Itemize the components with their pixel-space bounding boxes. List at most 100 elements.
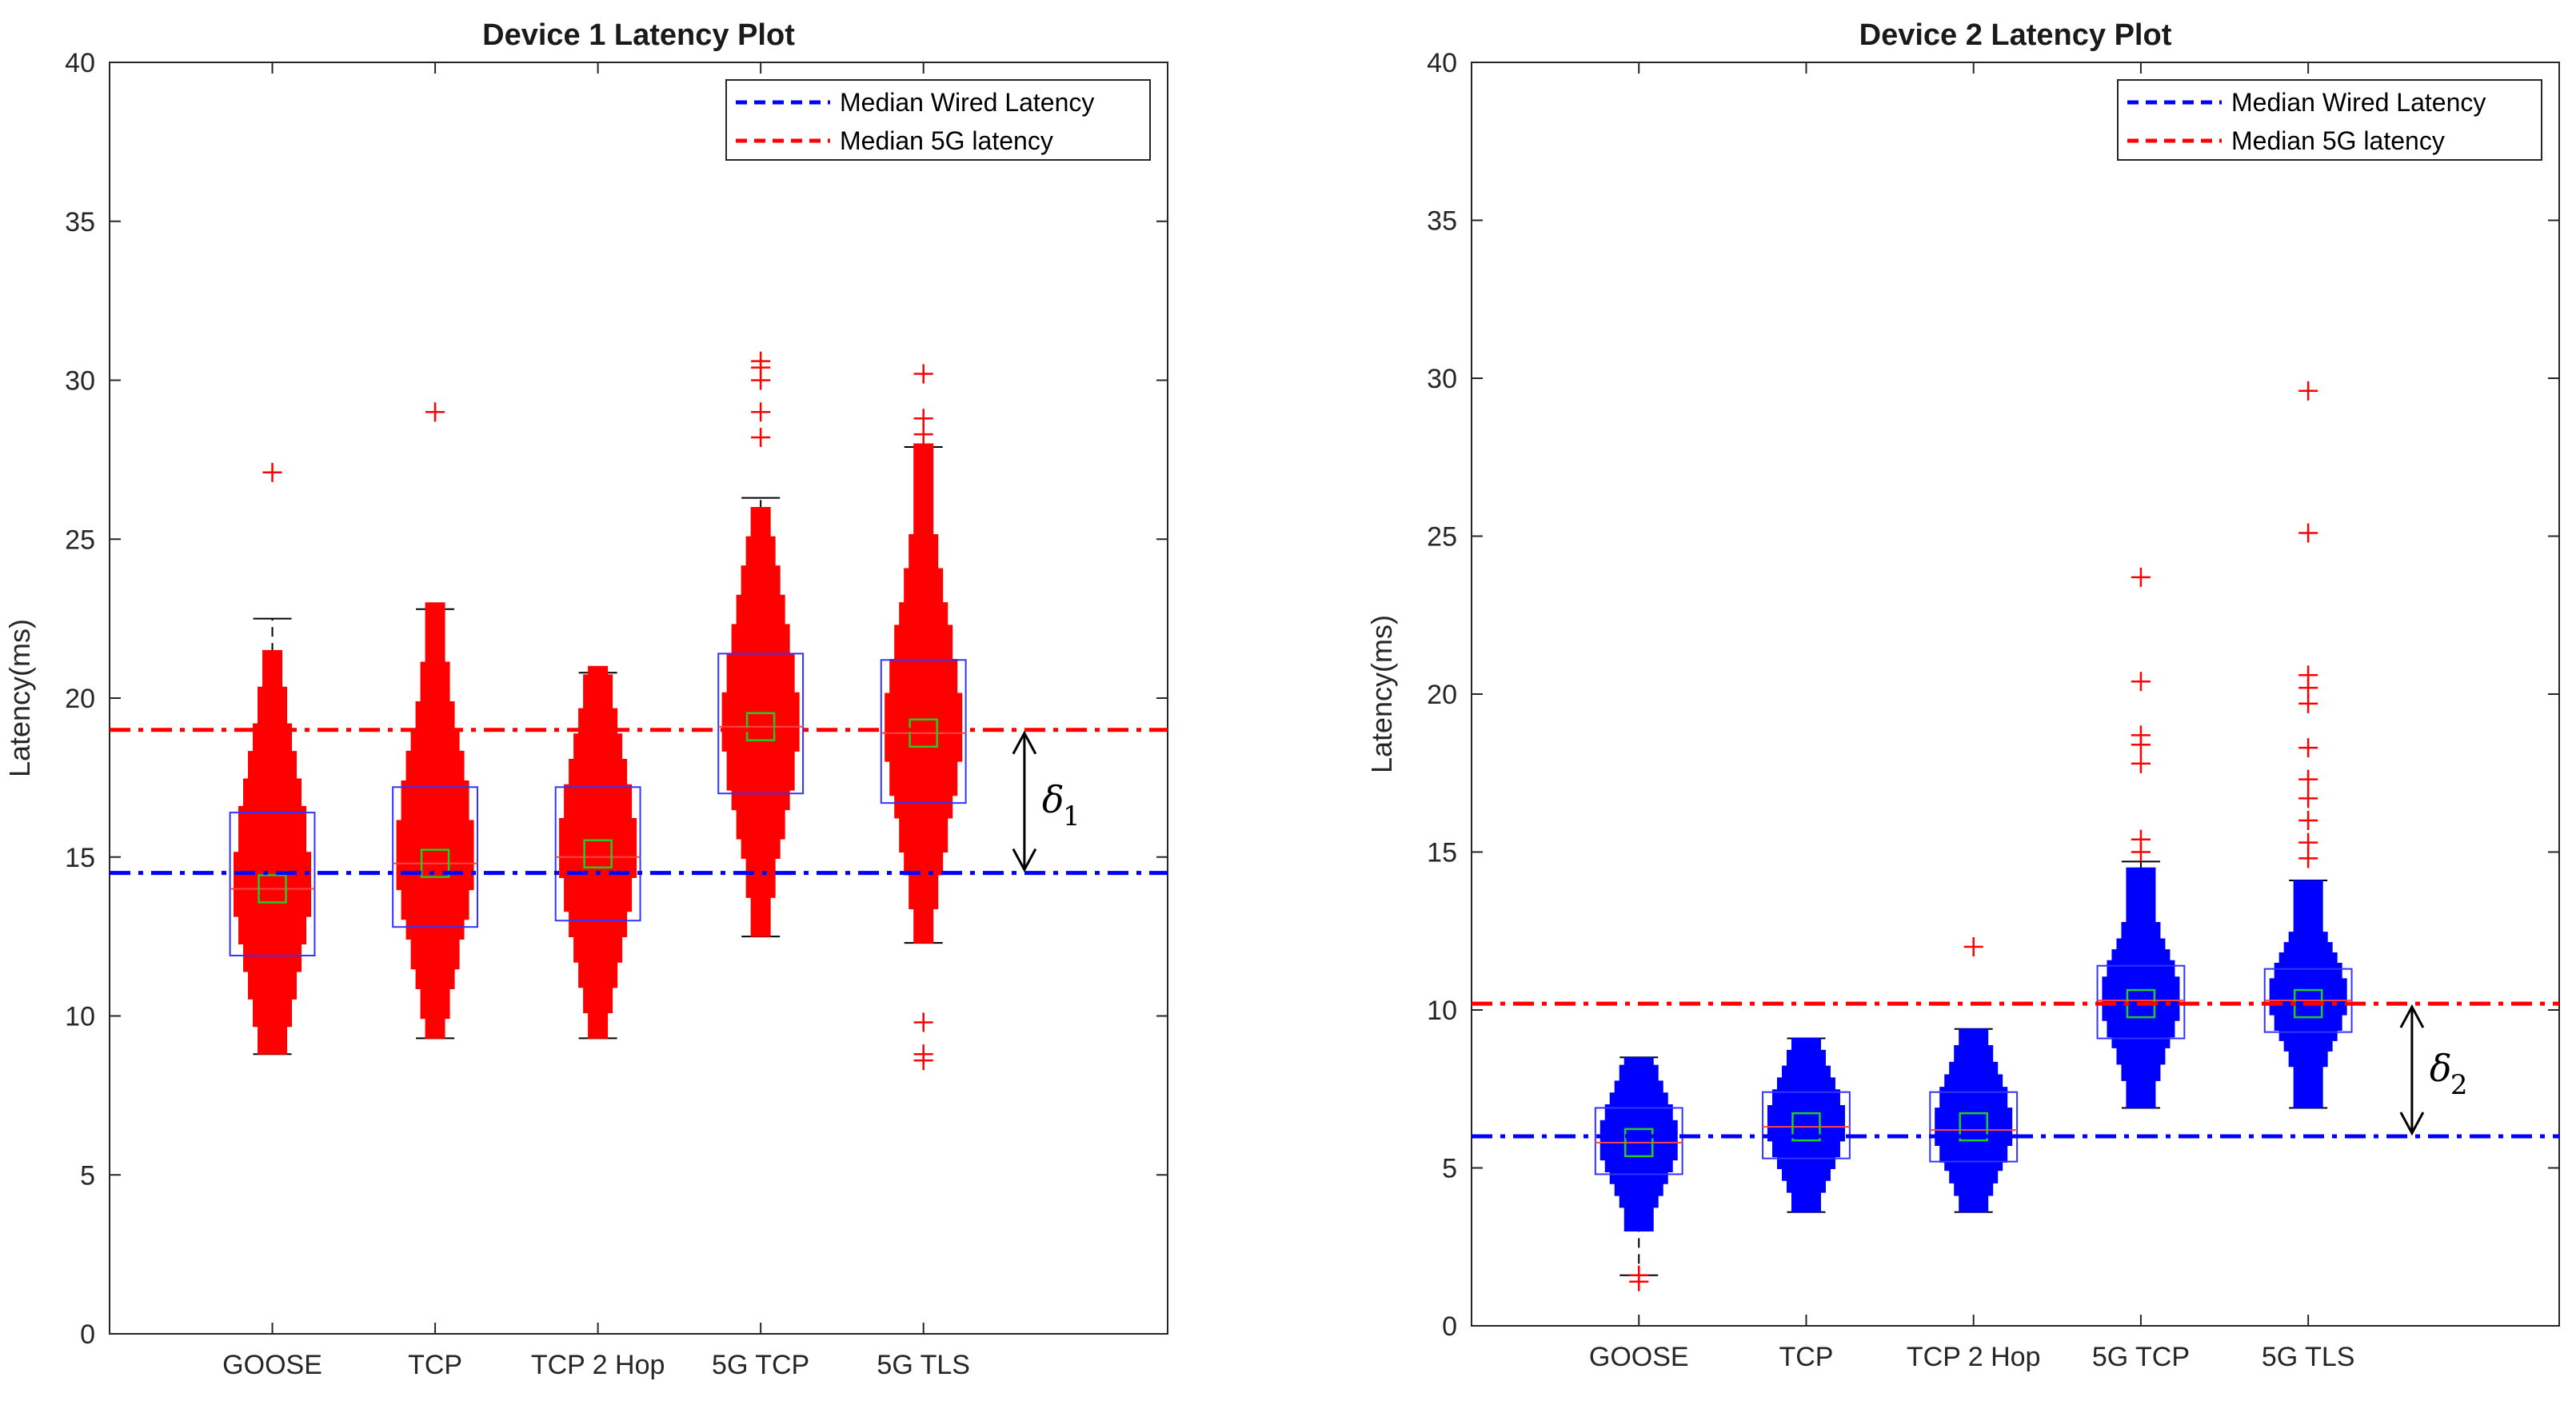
device-2-x-tick-label: 5G TCP xyxy=(2092,1342,2190,1372)
device-2-outlier xyxy=(2298,832,2318,852)
device-1-x-tick-label: 5G TCP xyxy=(712,1350,809,1380)
device-1-y-tick-label: 35 xyxy=(65,207,95,237)
device-1-distribution-1 xyxy=(234,649,312,1055)
device-1-outlier xyxy=(751,402,771,422)
device-1-y-tick-label: 25 xyxy=(65,525,95,555)
device-1-outlier xyxy=(751,351,771,371)
device-1-y-tick-label: 15 xyxy=(65,843,95,873)
device-1-x-tick-label: TCP 2 Hop xyxy=(531,1350,665,1380)
device-2-outlier xyxy=(2298,769,2318,789)
device-1-outlier xyxy=(913,364,933,384)
device-1-legend: Median Wired Latency Median 5G latency xyxy=(725,79,1151,161)
device-1-distribution-5 xyxy=(885,443,963,944)
device-1-outlier xyxy=(913,1044,933,1064)
device-1-outlier xyxy=(425,402,445,422)
device-2-outlier xyxy=(2131,725,2151,745)
device-1-delta-symbol: δ xyxy=(1042,778,1064,821)
device-1-outlier xyxy=(262,462,282,482)
device-1-latency-plot: Device 1 Latency Plot Latency(ms) 051015… xyxy=(3,18,1168,1380)
device-2-x-tick-label: 5G TLS xyxy=(2262,1342,2355,1372)
device-2-y-tick-label: 10 xyxy=(1427,996,1457,1026)
device-2-outlier xyxy=(1963,937,1983,956)
device-1-legend-box xyxy=(725,79,1151,161)
device-1-y-tick-label: 0 xyxy=(80,1319,95,1350)
device-2-x-tick-label: GOOSE xyxy=(1589,1342,1689,1372)
device-1-delta-arrow-head-down xyxy=(1012,848,1037,872)
device-2-delta-symbol: δ xyxy=(2430,1047,2452,1090)
device-1-box-2 xyxy=(392,786,478,928)
device-1-mean-marker-2 xyxy=(420,848,450,878)
device-2-y-tick-label: 5 xyxy=(1442,1154,1457,1184)
device-2-marks: 0 5 10 15 20 25 30 35 40 GOOSE TCP TCP 2 Hop 5G TCP 5… xyxy=(1427,48,2559,1372)
device-1-outlier xyxy=(913,1012,933,1032)
device-2-mean-marker-1 xyxy=(1623,1128,1654,1158)
device-2-box-2 xyxy=(1762,1091,1851,1160)
device-1-legend-5g-label: Median 5G latency xyxy=(840,126,1053,155)
device-2-distribution-2 xyxy=(1767,1038,1845,1213)
device-1-delta-subscript: 1 xyxy=(1063,800,1080,832)
device-2-legend-box xyxy=(2117,79,2542,161)
device-1-box-4 xyxy=(717,653,805,795)
device-1-x-tick-label: TCP xyxy=(408,1350,462,1380)
device-2-y-tick-label: 35 xyxy=(1427,206,1457,237)
device-2-x-tick-label: TCP xyxy=(1779,1342,1833,1372)
device-2-legend: Median Wired Latency Median 5G latency xyxy=(2117,79,2542,161)
device-1-y-axis-label: Latency(ms) xyxy=(3,619,36,777)
device-1-chart-title: Device 1 Latency Plot xyxy=(482,18,795,52)
device-1-y-tick-label: 30 xyxy=(65,366,95,397)
device-2-latency-plot: Device 2 Latency Plot Latency(ms) 0 5 10 15… xyxy=(1365,18,2560,1372)
device-2-outlier xyxy=(2131,672,2151,692)
device-2-outlier xyxy=(2298,665,2318,685)
device-1-mean-marker-1 xyxy=(258,874,287,904)
device-2-delta-arrow-head-down xyxy=(2399,1112,2425,1136)
device-2-outlier xyxy=(2298,523,2318,543)
device-2-outlier xyxy=(2298,738,2318,758)
device-1-distribution-3 xyxy=(559,665,637,1039)
device-2-box-3 xyxy=(1929,1091,2019,1163)
device-1-legend-wired-label: Median Wired Latency xyxy=(840,88,1094,117)
device-1-y-tick-label: 10 xyxy=(65,1002,95,1032)
device-1-distribution-4 xyxy=(721,507,800,937)
device-2-y-tick-label: 0 xyxy=(1442,1311,1457,1342)
device-1-mean-marker-3 xyxy=(583,839,613,869)
device-2-legend-5g-label: Median 5G latency xyxy=(2231,126,2445,155)
device-2-outlier xyxy=(2298,788,2318,808)
device-2-mean-marker-3 xyxy=(1959,1112,1988,1142)
device-2-y-tick-label: 20 xyxy=(1427,680,1457,710)
device-2-y-tick-label: 15 xyxy=(1427,838,1457,868)
device-2-outlier xyxy=(2298,811,2318,830)
device-2-outlier xyxy=(2131,567,2151,587)
device-2-mean-marker-2 xyxy=(1791,1112,1821,1142)
device-1-mean-marker-5 xyxy=(909,718,938,748)
device-1-box-3 xyxy=(554,786,641,922)
device-1-delta-annotation: δ 1 xyxy=(1012,730,1080,872)
device-2-delta-annotation: δ 2 xyxy=(2399,1004,2468,1136)
device-2-outlier xyxy=(2131,753,2151,773)
device-1-y-tick-label: 20 xyxy=(65,684,95,714)
device-2-y-tick-label: 25 xyxy=(1427,522,1457,553)
device-2-chart-title: Device 2 Latency Plot xyxy=(1859,18,2172,52)
device-1-outlier xyxy=(913,409,933,429)
device-2-outlier xyxy=(2298,381,2318,401)
device-2-x-tick-label: TCP 2 Hop xyxy=(1907,1342,2041,1372)
device-1-x-tick-label: GOOSE xyxy=(222,1350,322,1380)
device-2-distribution-5 xyxy=(2269,880,2347,1108)
device-2-outlier xyxy=(1629,1265,1649,1285)
device-2-distribution-4 xyxy=(2102,867,2180,1108)
device-2-delta-arrow-head-up xyxy=(2399,1004,2425,1028)
device-2-distribution-3 xyxy=(1935,1028,2013,1213)
device-1-y-tick-label: 5 xyxy=(80,1160,95,1191)
device-2-y-tick-label: 30 xyxy=(1427,364,1457,394)
device-1-mean-marker-4 xyxy=(745,712,776,742)
device-2-outlier xyxy=(2131,829,2151,849)
device-1-box-1 xyxy=(229,812,316,956)
device-1-box-5 xyxy=(880,659,967,804)
device-1-distribution-2 xyxy=(396,602,474,1039)
device-2-box-1 xyxy=(1594,1107,1683,1175)
device-2-y-tick-label: 40 xyxy=(1427,48,1457,78)
device-2-y-axis-label: Latency(ms) xyxy=(1365,615,1398,773)
device-1-outlier xyxy=(751,428,771,448)
device-1-marks: 0 5 10 15 20 25 30 35 40 GOOSE TCP TCP 2 Hop 5G TCP 5… xyxy=(65,48,1168,1380)
device-1-x-tick-label: 5G TLS xyxy=(877,1350,970,1380)
